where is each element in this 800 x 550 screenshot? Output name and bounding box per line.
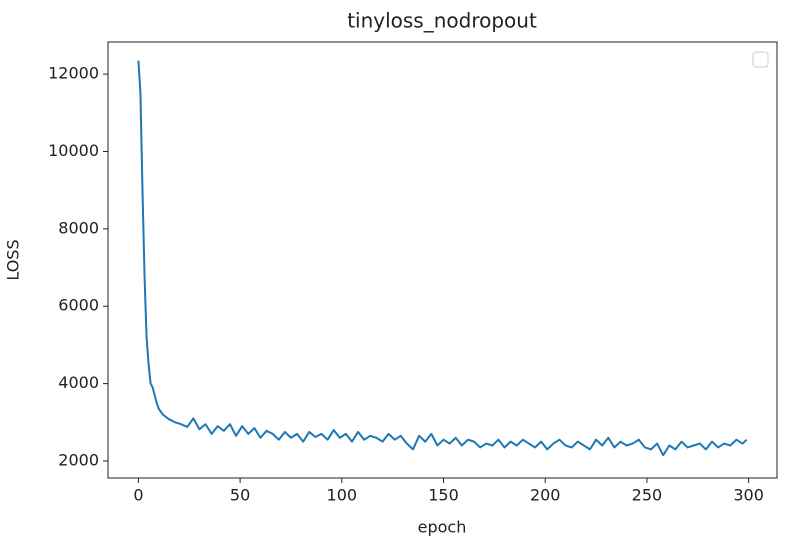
y-axis-label: LOSS	[4, 239, 23, 280]
legend-box	[752, 51, 769, 68]
y-tick-label: 8000	[58, 218, 99, 237]
y-tick-label: 10000	[48, 141, 99, 160]
x-tick-label: 150	[428, 486, 459, 505]
chart-title: tinyloss_nodropout	[347, 9, 537, 33]
x-tick-label: 200	[530, 486, 561, 505]
x-tick-label: 100	[327, 486, 358, 505]
x-tick-label: 50	[230, 486, 250, 505]
x-tick-label: 300	[733, 486, 764, 505]
y-tick-label: 12000	[48, 64, 99, 83]
y-tick-label: 4000	[58, 373, 99, 392]
y-tick-label: 2000	[58, 450, 99, 469]
y-tick-label: 6000	[58, 296, 99, 315]
line	[137, 60, 748, 457]
x-axis-label: epoch	[418, 518, 467, 537]
x-tick-label: 250	[632, 486, 663, 505]
x-tick-label: 0	[133, 486, 143, 505]
plot-frame	[107, 41, 778, 479]
